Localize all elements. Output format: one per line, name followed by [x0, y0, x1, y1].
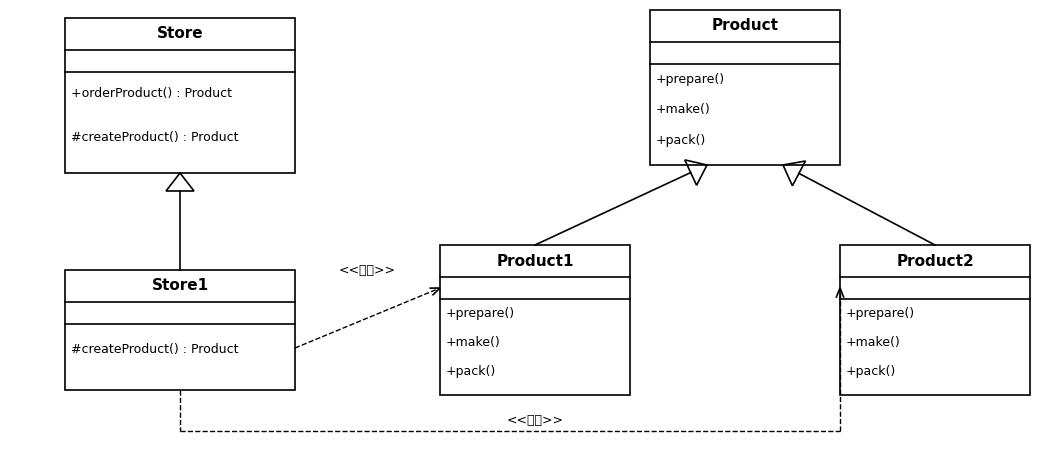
Text: +pack(): +pack() — [446, 365, 496, 378]
Text: Product2: Product2 — [897, 253, 974, 268]
Text: Product: Product — [712, 18, 779, 33]
Bar — [440, 245, 630, 395]
Text: +pack(): +pack() — [656, 134, 706, 147]
Text: +make(): +make() — [846, 336, 901, 349]
Text: +prepare(): +prepare() — [446, 307, 515, 320]
Text: Store1: Store1 — [151, 279, 208, 294]
Text: #createProduct() : Product: #createProduct() : Product — [71, 131, 239, 144]
Text: Store: Store — [157, 27, 203, 41]
Text: Product1: Product1 — [496, 253, 574, 268]
Bar — [65, 270, 295, 390]
Text: +make(): +make() — [446, 336, 500, 349]
Text: +orderProduct() : Product: +orderProduct() : Product — [71, 87, 232, 101]
Bar — [650, 10, 840, 165]
Bar — [65, 18, 295, 173]
Text: <<调用>>: <<调用>> — [339, 263, 396, 276]
Bar — [840, 245, 1030, 395]
Text: +make(): +make() — [656, 103, 710, 116]
Text: <<调用>>: <<调用>> — [507, 414, 563, 428]
Text: +pack(): +pack() — [846, 365, 897, 378]
Text: +prepare(): +prepare() — [656, 73, 725, 86]
Text: +prepare(): +prepare() — [846, 307, 915, 320]
Text: #createProduct() : Product: #createProduct() : Product — [71, 343, 239, 356]
